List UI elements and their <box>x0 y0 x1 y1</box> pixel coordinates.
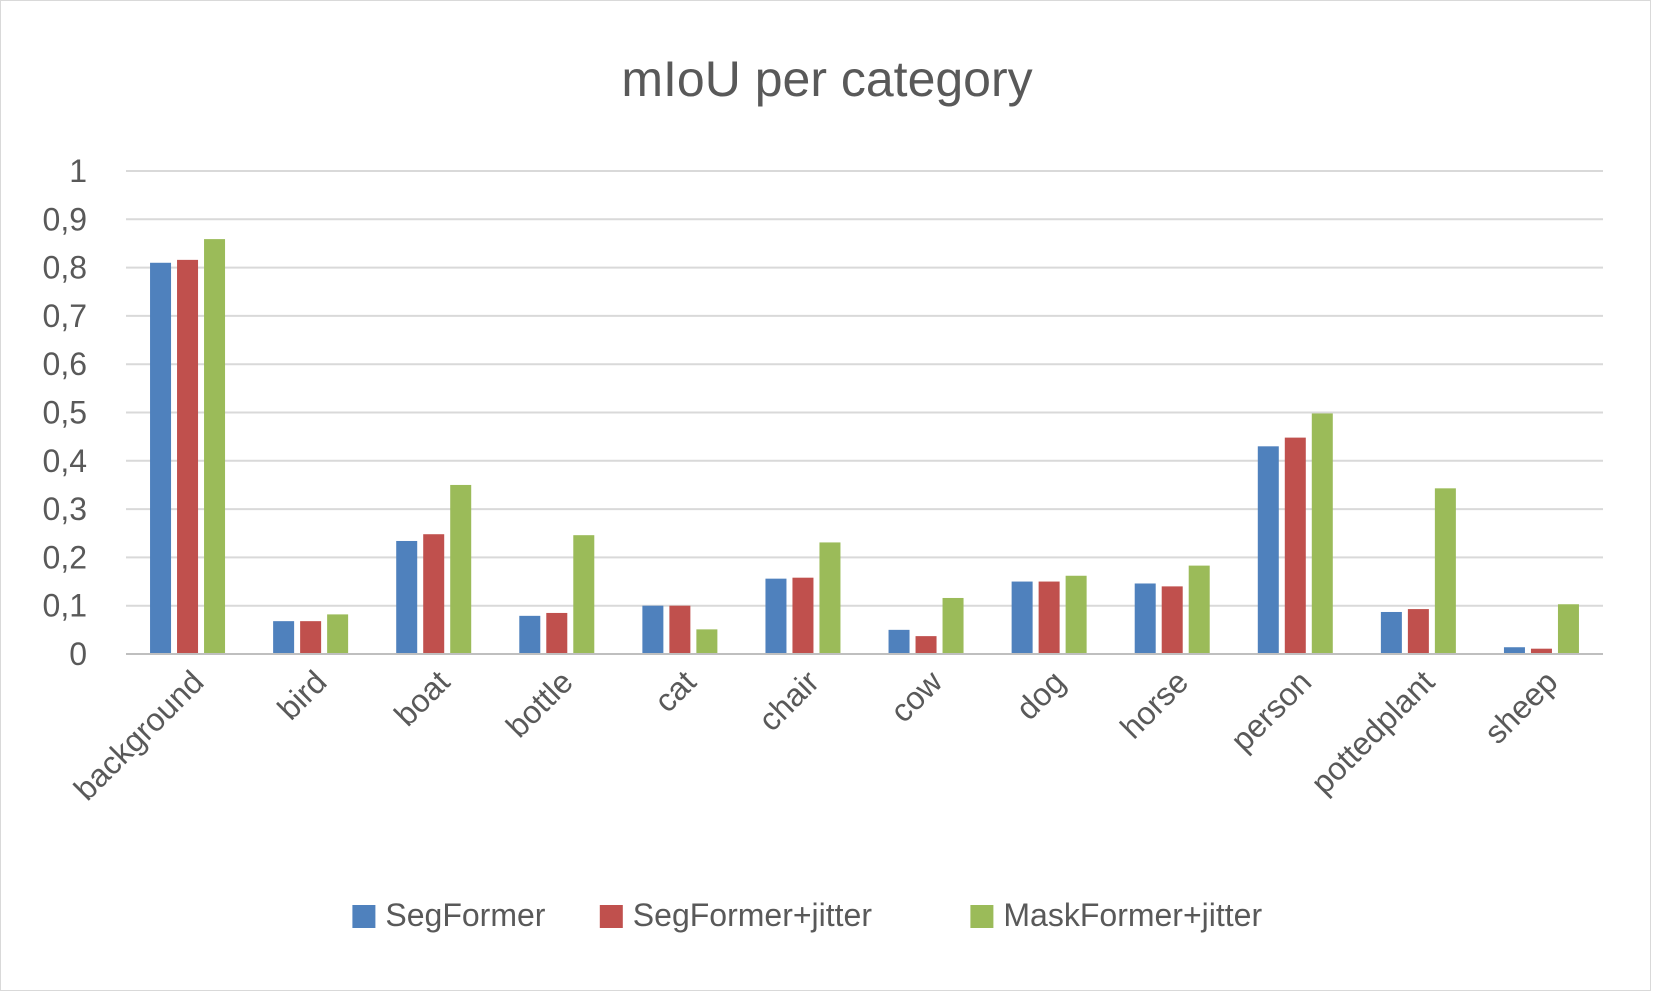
category-label: dog <box>1009 663 1072 726</box>
bar-pottedplant-maskformer-jitter <box>1434 488 1456 654</box>
legend-label: SegFormer <box>385 897 545 933</box>
bar-bird-segformer-jitter <box>300 621 322 654</box>
category-label: bird <box>270 663 333 726</box>
y-tick-label: 0,6 <box>43 346 87 382</box>
legend-label: MaskFormer+jitter <box>1003 897 1262 933</box>
bar-background-segformer-jitter <box>177 259 199 654</box>
category-label: horse <box>1113 663 1195 745</box>
bar-sheep-segformer-jitter <box>1530 648 1552 654</box>
category-label: background <box>67 663 211 807</box>
category-label: bottle <box>499 663 580 744</box>
bar-boat-maskformer-jitter <box>450 484 472 654</box>
bars <box>150 239 1579 654</box>
bar-dog-maskformer-jitter <box>1065 575 1087 654</box>
legend-swatch <box>970 905 994 928</box>
bar-cat-segformer <box>642 605 664 654</box>
y-tick-label: 0,4 <box>43 443 87 479</box>
category-label: chair <box>751 663 826 738</box>
y-tick-label: 0,2 <box>43 539 87 575</box>
bar-dog-segformer-jitter <box>1038 581 1060 654</box>
y-tick-label: 0,8 <box>43 250 87 286</box>
bar-boat-segformer <box>396 540 418 654</box>
bar-bird-maskformer-jitter <box>327 614 349 654</box>
bar-person-maskformer-jitter <box>1311 413 1333 654</box>
category-label: pottedplant <box>1304 663 1442 801</box>
bar-chair-segformer-jitter <box>792 577 814 654</box>
bar-sheep-segformer <box>1503 647 1525 654</box>
bar-horse-maskformer-jitter <box>1188 565 1210 654</box>
bar-cow-maskformer-jitter <box>942 597 964 654</box>
bar-bottle-maskformer-jitter <box>573 535 595 654</box>
bar-person-segformer-jitter <box>1284 437 1306 654</box>
bar-chair-maskformer-jitter <box>819 542 841 654</box>
bar-boat-segformer-jitter <box>423 534 445 654</box>
y-tick-label: 0,7 <box>43 298 87 334</box>
y-axis-tick-labels: 0 0,1 0,2 0,3 0,4 0,5 0,6 0,7 0,8 0,9 1 <box>43 153 87 672</box>
bar-cow-segformer-jitter <box>915 636 937 654</box>
bar-cat-segformer-jitter <box>669 605 691 654</box>
y-tick-label: 1 <box>69 153 87 189</box>
bar-cat-maskformer-jitter <box>696 629 718 654</box>
bar-chair-segformer <box>765 578 787 654</box>
y-tick-label: 0 <box>69 636 87 672</box>
bar-horse-segformer-jitter <box>1161 586 1183 654</box>
bar-pottedplant-segformer <box>1380 611 1402 654</box>
bar-bottle-segformer-jitter <box>546 612 568 654</box>
legend-label: SegFormer+jitter <box>633 897 873 933</box>
y-tick-label: 0,3 <box>43 491 87 527</box>
y-tick-label: 0,9 <box>43 201 87 237</box>
category-label: person <box>1224 663 1319 758</box>
bar-sheep-maskformer-jitter <box>1557 604 1579 654</box>
x-axis-category-labels: background bird boat bottle cat chair cow dog ho… <box>67 663 1565 807</box>
y-tick-label: 0,5 <box>43 395 87 431</box>
bar-bottle-segformer <box>519 615 541 654</box>
bar-horse-segformer <box>1134 583 1156 654</box>
bar-background-maskformer-jitter <box>204 239 226 654</box>
category-label: cat <box>647 663 703 719</box>
bar-background-segformer <box>150 262 172 654</box>
bar-pottedplant-segformer-jitter <box>1407 609 1429 654</box>
legend-swatch <box>352 905 376 928</box>
bar-dog-segformer <box>1011 581 1033 654</box>
bar-person-segformer <box>1257 446 1279 654</box>
legend-swatch <box>599 905 623 928</box>
bar-bird-segformer <box>273 621 295 654</box>
category-label: boat <box>387 663 457 733</box>
category-label: cow <box>883 663 949 729</box>
gridlines <box>126 170 1603 607</box>
bar-cow-segformer <box>888 629 910 654</box>
y-tick-label: 0,1 <box>43 588 87 624</box>
legend: SegFormer SegFormer+jitter MaskFormer+jitt… <box>352 897 1262 933</box>
category-label: sheep <box>1477 663 1564 750</box>
chart-title: mIoU per category <box>621 51 1032 107</box>
